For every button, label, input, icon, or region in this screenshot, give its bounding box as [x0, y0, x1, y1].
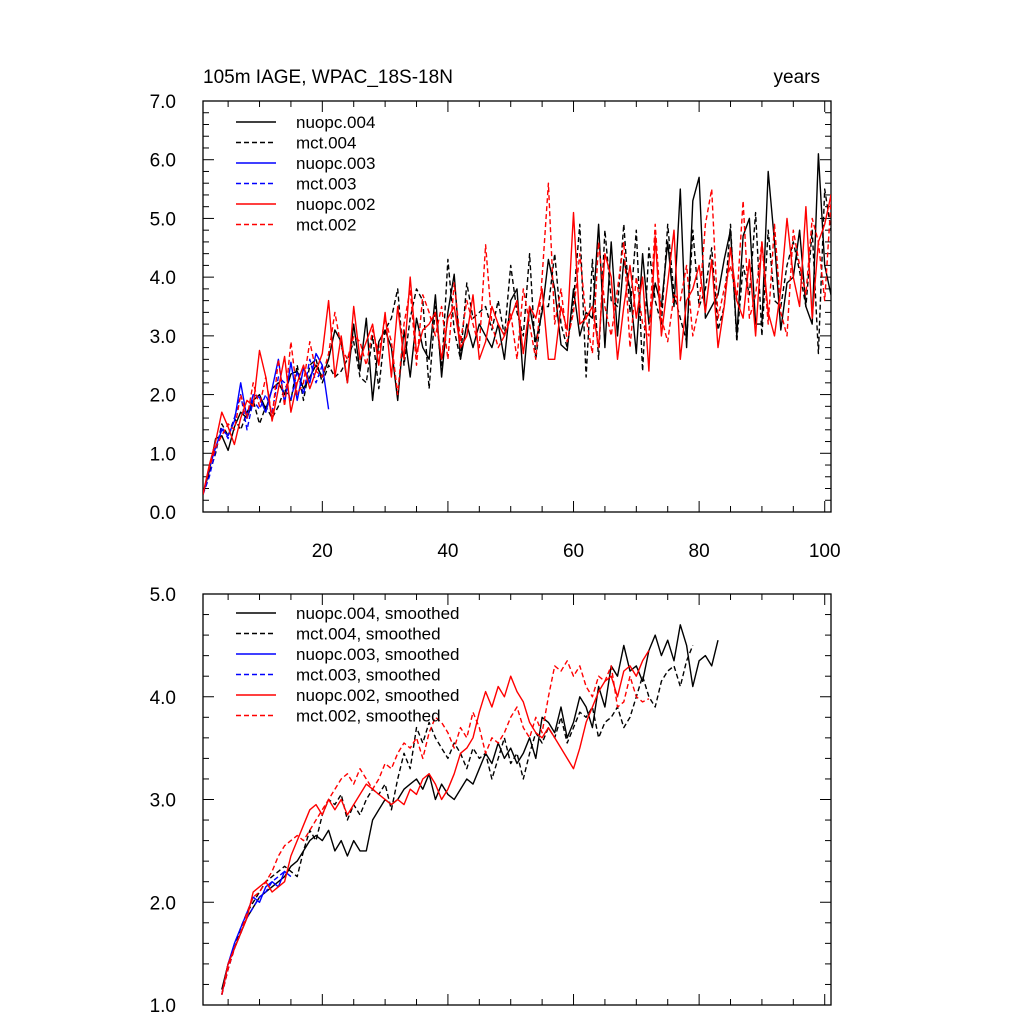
- y-tick-label: 2.0: [150, 893, 176, 914]
- legend-label: mct.004: [296, 134, 356, 153]
- y-tick-label: 2.0: [150, 386, 176, 407]
- y-tick-label: 4.0: [150, 268, 176, 289]
- legend-label: mct.002, smoothed: [296, 707, 441, 726]
- series-line-nuopc-004-smoothed: [221, 624, 719, 990]
- y-tick-label: 6.0: [150, 151, 176, 172]
- y-tick-label: 3.0: [150, 327, 176, 348]
- bottom-panel: 1.0 2.0 3.0 4.0 5.0 nuopc.004, smoothed mct.00…: [150, 585, 832, 1017]
- legend-label: nuopc.004: [296, 113, 375, 132]
- legend-label: nuopc.003, smoothed: [296, 645, 460, 664]
- x-tick-label: 20: [312, 541, 333, 562]
- y-tick-label: 1.0: [150, 444, 176, 465]
- x-tick-label: 40: [437, 541, 458, 562]
- y-tick-label: 3.0: [150, 791, 176, 812]
- x-tick-label: 60: [563, 541, 584, 562]
- y-tick-label: 5.0: [150, 209, 176, 230]
- plot-frame: [202, 100, 832, 513]
- series-line-mct-003: [203, 358, 323, 495]
- x-tick-label: 80: [689, 541, 710, 562]
- legend-label: mct.002: [296, 216, 356, 235]
- y-tick-label: 7.0: [150, 92, 176, 113]
- y-tick-label: 0.0: [150, 503, 176, 524]
- top-panel: 105m IAGE, WPAC_18S-18N years 0.0 1.0 2.0 3…: [150, 67, 841, 562]
- legend-label: nuopc.003: [296, 154, 375, 173]
- top-panel-units: years: [774, 67, 820, 88]
- legend-label: nuopc.002: [296, 195, 375, 214]
- y-tick-label: 5.0: [150, 585, 176, 606]
- legend-label: mct.003: [296, 175, 356, 194]
- series-line-nuopc-003-smoothed: [221, 870, 292, 995]
- series-line-mct-002: [203, 182, 831, 495]
- x-tick-label: 100: [809, 541, 841, 562]
- legend-label: mct.003, smoothed: [296, 666, 441, 685]
- top-panel-title: 105m IAGE, WPAC_18S-18N: [203, 67, 453, 88]
- series-line-nuopc-002: [203, 194, 831, 495]
- series-line-mct-004: [203, 188, 831, 495]
- legend-label: nuopc.004, smoothed: [296, 604, 460, 623]
- series-line-mct-004-smoothed: [221, 645, 694, 995]
- series-line-nuopc-002-smoothed: [221, 650, 650, 995]
- y-tick-label: 1.0: [150, 996, 176, 1017]
- y-tick-label: 4.0: [150, 688, 176, 709]
- legend-label: nuopc.002, smoothed: [296, 686, 460, 705]
- legend-label: mct.004, smoothed: [296, 625, 441, 644]
